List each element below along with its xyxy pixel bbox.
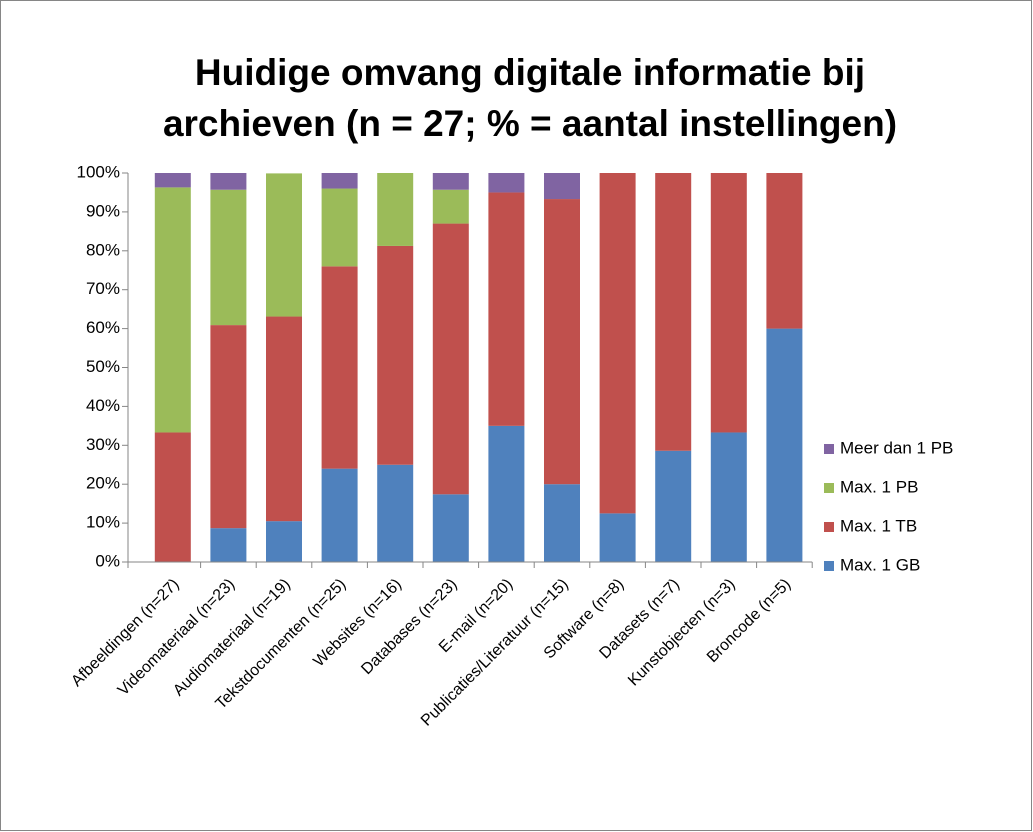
bar-segment [544, 173, 580, 200]
y-tick-label: 100% [77, 162, 120, 181]
bar-segment [766, 328, 803, 562]
bar-segment [710, 173, 747, 433]
bar-segment [544, 484, 580, 562]
bar-segment [210, 528, 247, 562]
bar-segment [655, 450, 692, 562]
bar-segment [321, 266, 358, 469]
bar-segment [599, 173, 636, 514]
legend-label: Meer dan 1 PB [840, 438, 953, 457]
bar-segment [321, 188, 358, 267]
bar-segment [266, 173, 302, 317]
bar-segment [154, 432, 191, 562]
y-tick-label: 60% [86, 318, 120, 337]
bar-segment [432, 494, 469, 562]
bar-segment [710, 432, 747, 562]
legend-label: Max. 1 GB [840, 555, 920, 574]
bar-segment [488, 425, 525, 562]
bar-segment [377, 464, 414, 562]
bar-segment [377, 173, 414, 246]
bar-segment [266, 521, 302, 562]
bar-segment [655, 173, 692, 451]
legend-swatch [824, 483, 834, 493]
bar-segment [321, 468, 358, 562]
chart-title: archieven (n = 27; % = aantal instelling… [163, 103, 897, 144]
y-tick-label: 90% [86, 201, 120, 220]
y-tick-label: 10% [86, 513, 120, 532]
legend-label: Max. 1 TB [840, 516, 917, 535]
bar-segment [488, 192, 525, 426]
bar-segment [154, 187, 191, 433]
chart-title: Huidige omvang digitale informatie bij [195, 52, 865, 93]
legend-label: Max. 1 PB [840, 477, 918, 496]
bar-segment [432, 223, 469, 495]
bar-segment [210, 173, 247, 190]
y-tick-label: 20% [86, 474, 120, 493]
bar-segment [266, 316, 302, 522]
bar-segment [432, 173, 469, 190]
y-tick-label: 40% [86, 396, 120, 415]
bar-segment [432, 189, 469, 224]
bar-segment [210, 189, 247, 326]
bar-segment [544, 199, 580, 485]
y-tick-label: 70% [86, 279, 120, 298]
legend-swatch [824, 444, 834, 454]
bar-segment [599, 513, 636, 562]
bar-segment [154, 173, 191, 188]
bar-segment [377, 245, 414, 465]
y-tick-label: 80% [86, 240, 120, 259]
legend-swatch [824, 561, 834, 571]
bar-segment [321, 173, 358, 189]
bar-segment [488, 173, 525, 193]
bar-segment [210, 325, 247, 529]
y-tick-label: 0% [95, 551, 120, 570]
bar-segment [766, 173, 803, 329]
y-tick-label: 50% [86, 357, 120, 376]
legend-swatch [824, 522, 834, 532]
y-tick-label: 30% [86, 435, 120, 454]
